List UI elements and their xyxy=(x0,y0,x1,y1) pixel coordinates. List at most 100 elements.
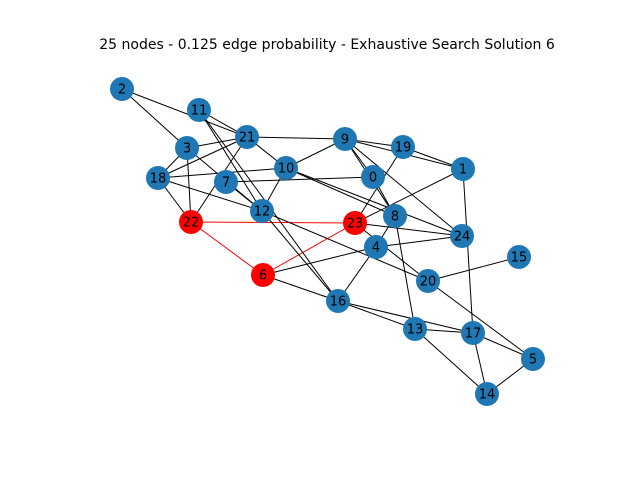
node-label: 12 xyxy=(254,205,271,220)
node-circle xyxy=(361,165,385,189)
edge-16-13 xyxy=(337,300,416,330)
node-circle xyxy=(507,245,531,269)
edge-2-3 xyxy=(121,88,188,149)
edge-10-24 xyxy=(285,167,463,237)
node-label: 6 xyxy=(259,269,267,284)
node-label: 7 xyxy=(222,176,230,191)
node-circle xyxy=(475,382,499,406)
node-circle xyxy=(343,211,367,235)
node-4: 4 xyxy=(364,235,388,259)
node-circle xyxy=(333,127,357,151)
edge-11-12 xyxy=(198,109,263,212)
edge-23-24 xyxy=(354,222,463,237)
node-label: 15 xyxy=(511,251,528,266)
edge-16-17 xyxy=(337,300,474,334)
node-label: 20 xyxy=(420,275,437,290)
node-24: 24 xyxy=(450,224,474,248)
node-circle xyxy=(364,235,388,259)
node-9: 9 xyxy=(333,127,357,151)
node-circle xyxy=(403,317,427,341)
edge-12-16 xyxy=(261,210,339,302)
node-circle xyxy=(450,224,474,248)
node-label: 1 xyxy=(459,163,467,178)
edge-1-17 xyxy=(462,168,474,334)
node-circle xyxy=(250,199,274,223)
edge-13-14 xyxy=(414,328,488,395)
node-label: 22 xyxy=(183,216,200,231)
edge-23-6 xyxy=(262,222,356,276)
node-3: 3 xyxy=(175,136,199,160)
node-6: 6 xyxy=(251,263,275,287)
node-14: 14 xyxy=(475,382,499,406)
node-label: 23 xyxy=(347,217,364,232)
node-circle xyxy=(274,156,298,180)
node-13: 13 xyxy=(403,317,427,341)
node-2: 2 xyxy=(110,77,134,101)
node-label: 19 xyxy=(395,141,412,156)
edge-20-15 xyxy=(427,256,520,282)
edge-21-9 xyxy=(246,136,346,140)
node-label: 2 xyxy=(118,83,126,98)
edge-20-5 xyxy=(427,280,534,360)
node-circle xyxy=(461,321,485,345)
node-8: 8 xyxy=(383,204,407,228)
node-19: 19 xyxy=(391,135,415,159)
node-1: 1 xyxy=(451,157,475,181)
node-label: 9 xyxy=(341,133,349,148)
node-label: 24 xyxy=(454,230,471,245)
node-circle xyxy=(326,289,350,313)
node-label: 5 xyxy=(529,353,537,368)
node-7: 7 xyxy=(214,170,238,194)
node-23: 23 xyxy=(343,211,367,235)
node-0: 0 xyxy=(361,165,385,189)
node-circle xyxy=(110,77,134,101)
node-label: 13 xyxy=(407,323,424,338)
edge-22-6 xyxy=(190,221,264,276)
node-circle xyxy=(416,269,440,293)
figure-title: 25 nodes - 0.125 edge probability - Exha… xyxy=(99,37,555,53)
node-circle xyxy=(251,263,275,287)
node-circle xyxy=(179,210,203,234)
edge-1-23 xyxy=(354,168,464,224)
node-label: 16 xyxy=(330,295,347,310)
edge-18-12 xyxy=(157,177,263,212)
edge-21-18 xyxy=(157,136,248,179)
node-12: 12 xyxy=(250,199,274,223)
node-17: 17 xyxy=(461,321,485,345)
edge-6-16 xyxy=(262,274,339,302)
node-circle xyxy=(146,166,170,190)
node-label: 8 xyxy=(391,210,399,225)
node-label: 3 xyxy=(183,142,191,157)
node-label: 21 xyxy=(239,131,256,146)
node-label: 10 xyxy=(278,162,295,177)
node-5: 5 xyxy=(521,347,545,371)
node-circle xyxy=(214,170,238,194)
node-circle xyxy=(175,136,199,160)
node-11: 11 xyxy=(187,98,211,122)
edge-23-20 xyxy=(354,222,429,282)
edge-2-21 xyxy=(121,88,248,138)
node-circle xyxy=(187,98,211,122)
node-label: 11 xyxy=(191,104,208,119)
edge-7-0 xyxy=(225,176,374,183)
edge-8-13 xyxy=(394,215,416,330)
edge-4-24 xyxy=(375,235,463,248)
node-16: 16 xyxy=(326,289,350,313)
node-label: 0 xyxy=(369,171,377,186)
node-circle xyxy=(235,125,259,149)
edge-9-24 xyxy=(344,138,463,237)
node-18: 18 xyxy=(146,166,170,190)
node-21: 21 xyxy=(235,125,259,149)
node-label: 18 xyxy=(150,172,167,187)
node-circle xyxy=(451,157,475,181)
node-circle xyxy=(383,204,407,228)
node-label: 4 xyxy=(372,241,380,256)
node-10: 10 xyxy=(274,156,298,180)
node-label: 17 xyxy=(465,327,482,342)
node-22: 22 xyxy=(179,210,203,234)
edge-10-8 xyxy=(285,167,396,217)
node-15: 15 xyxy=(507,245,531,269)
